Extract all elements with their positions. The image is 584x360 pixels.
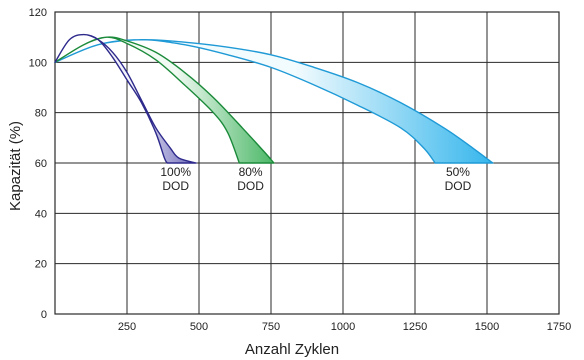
x-tick-label: 250 (118, 321, 136, 333)
x-tick-label: 1000 (331, 321, 355, 333)
x-tick-label: 1250 (403, 321, 427, 333)
x-axis-ticks: 250 500 750 1000 1250 1500 1750 (118, 321, 571, 333)
y-tick-label: 60 (35, 158, 47, 170)
band-label-percent: 80% (239, 165, 263, 179)
y-axis-title: Kapazität (%) (7, 121, 24, 211)
y-tick-label: 100 (29, 57, 47, 69)
x-tick-label: 750 (262, 321, 280, 333)
grid-lines (55, 12, 559, 314)
y-tick-label: 0 (41, 309, 47, 321)
band-label-percent: 100% (160, 165, 191, 179)
x-axis-title: Anzahl Zyklen (245, 341, 339, 358)
x-tick-label: 1500 (475, 321, 499, 333)
band-label-dod: DOD (237, 179, 264, 193)
y-tick-label: 80 (35, 108, 47, 120)
band-label-dod: DOD (162, 179, 189, 193)
band-label-dod: DOD (445, 179, 472, 193)
y-tick-label: 20 (35, 259, 47, 271)
dod-band (54, 38, 494, 164)
y-tick-label: 40 (35, 208, 47, 220)
dod-band (54, 33, 197, 164)
dod-band (54, 36, 275, 164)
data-bands (54, 33, 494, 164)
band-label-percent: 50% (446, 165, 470, 179)
y-axis-ticks: 0 20 40 60 80 100 120 (29, 7, 47, 321)
y-tick-label: 120 (29, 7, 47, 19)
x-tick-label: 1750 (547, 321, 571, 333)
x-tick-label: 500 (190, 321, 208, 333)
